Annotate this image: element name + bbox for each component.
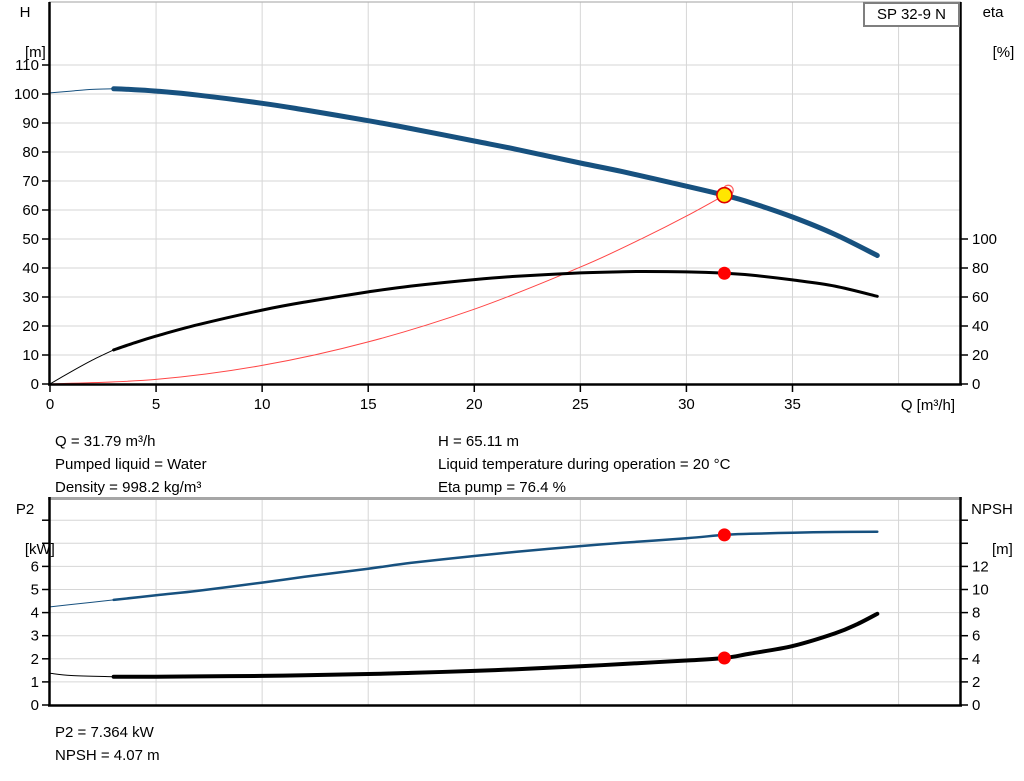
p2-operating-dot <box>717 528 731 542</box>
x-axis-tick-label: 10 <box>254 396 271 413</box>
npsh-value-text: NPSH = 4.07 m <box>55 747 160 764</box>
density-text: Density = 998.2 kg/m³ <box>55 479 202 496</box>
npsh-axis-title: NPSH [m] <box>962 500 1022 560</box>
p2-curve <box>112 530 879 602</box>
eta-axis-title: eta [%] <box>966 3 1020 63</box>
left-axis-tick-label: 10 <box>22 347 39 364</box>
right-axis-tick-label: 10 <box>972 582 989 599</box>
pump-model-badge: SP 32-9 N <box>863 2 960 27</box>
x-axis-tick-label: 15 <box>360 396 377 413</box>
p2-value-text: P2 = 7.364 kW <box>55 724 154 741</box>
pump-model-text: SP 32-9 N <box>877 6 946 23</box>
h-value-text: H = 65.11 m <box>438 433 520 450</box>
npsh-operating-dot <box>717 651 731 665</box>
h-axis-unit: [m] <box>25 44 46 61</box>
x-axis-tick-label: 5 <box>152 396 160 413</box>
right-axis-tick-label: 8 <box>972 605 980 622</box>
left-axis-tick-label: 110 <box>15 57 39 74</box>
npsh-axis-label: NPSH <box>971 501 1013 518</box>
left-axis-tick-label: 3 <box>31 628 39 645</box>
right-axis-tick-label: 80 <box>972 260 989 277</box>
left-axis-tick-label: 60 <box>22 202 39 219</box>
duty-point[interactable] <box>716 186 733 204</box>
right-axis-tick-label: 20 <box>972 347 989 364</box>
left-axis-tick-label: 30 <box>22 289 39 306</box>
left-axis-tick-label: 5 <box>31 582 39 599</box>
x-axis-tick-label: 35 <box>784 396 801 413</box>
x-axis-tick-label: 30 <box>678 396 695 413</box>
left-axis-tick-label: 80 <box>22 144 39 161</box>
x-axis-tick-label: 20 <box>466 396 483 413</box>
eta-axis-unit: [%] <box>992 44 1015 61</box>
right-axis-tick-label: 12 <box>972 558 989 575</box>
h-axis-title: H [m] <box>4 3 46 63</box>
q-value-text: Q = 31.79 m³/h <box>55 433 156 450</box>
npsh-axis-unit: [m] <box>992 541 1013 558</box>
left-axis-tick-label: 6 <box>31 558 39 575</box>
npsh-curve-thin <box>49 672 114 678</box>
liquid-temperature-text: Liquid temperature during operation = 20… <box>438 456 731 473</box>
p2-axis-label: P2 <box>15 501 35 518</box>
left-axis-tick-label: 4 <box>31 605 39 622</box>
left-axis-tick-label: 1 <box>31 674 39 691</box>
right-axis-tick-label: 40 <box>972 318 989 335</box>
eta-pump-text: Eta pump = 76.4 % <box>438 479 566 496</box>
npsh-curve <box>111 611 880 679</box>
efficiency-curve <box>112 269 879 352</box>
left-axis-tick-label: 90 <box>22 115 39 132</box>
right-axis-tick-label: 2 <box>972 674 980 691</box>
h-axis-label: H <box>19 4 31 21</box>
x-axis-tick-label: 0 <box>46 396 54 413</box>
left-axis-tick-label: 20 <box>22 318 39 335</box>
right-axis-tick-label: 4 <box>972 651 980 668</box>
p2-axis-unit: [kW] <box>24 541 55 558</box>
efficiency-curve-thin <box>49 349 114 385</box>
pumped-liquid-text: Pumped liquid = Water <box>55 456 207 473</box>
left-axis-tick-label: 0 <box>31 376 39 393</box>
head-curve-thin <box>49 88 114 94</box>
right-axis-tick-label: 6 <box>972 628 980 645</box>
right-axis-tick-label: 100 <box>972 231 997 248</box>
right-axis-tick-label: 60 <box>972 289 989 306</box>
x-axis-tick-label: 25 <box>572 396 589 413</box>
head-curve <box>111 86 880 258</box>
left-axis-tick-label: 50 <box>22 231 39 248</box>
right-axis-tick-label: 0 <box>972 697 980 714</box>
left-axis-tick-label: 0 <box>31 697 39 714</box>
left-axis-tick-label: 2 <box>31 651 39 668</box>
p2-axis-title: P2 [kW] <box>4 500 55 560</box>
right-axis-tick-label: 0 <box>972 376 980 393</box>
left-axis-tick-label: 70 <box>22 173 39 190</box>
system-curve <box>49 194 725 385</box>
p2-curve-thin <box>49 599 114 608</box>
eta-operating-dot <box>717 266 731 280</box>
q-axis-title: Q [m³/h] <box>900 397 955 414</box>
left-axis-tick-label: 100 <box>14 86 39 103</box>
left-axis-tick-label: 40 <box>22 260 39 277</box>
eta-axis-label: eta <box>982 4 1004 21</box>
